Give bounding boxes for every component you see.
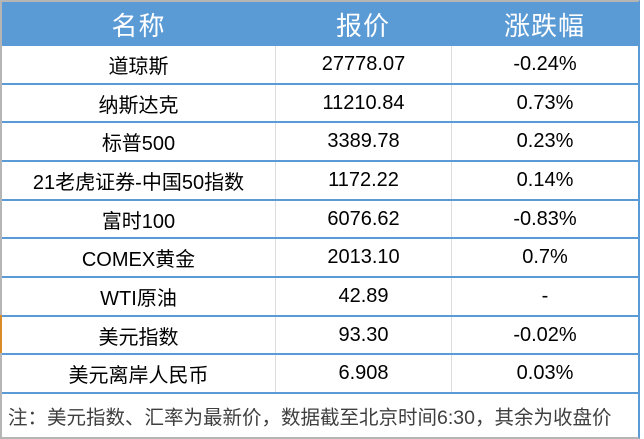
quote-price: 11210.84 [275,84,451,122]
column-header-name: 名称 [111,10,166,41]
column-header-change: 涨跌幅 [503,10,585,41]
table-row: 21老虎证券-中国50指数 1172.22 0.14% [2,162,638,201]
change-percent: 0.23% [451,123,638,161]
instrument-name: 美元指数 [98,326,179,349]
quote-price: 27778.07 [275,46,451,83]
change-percent: -0.24% [451,46,638,83]
quote-price: 6076.62 [275,200,451,238]
instrument-name: 纳斯达克 [98,94,179,117]
instrument-name: 富时100 [101,210,176,233]
quote-price: 93.30 [275,316,451,354]
table-row: WTI原油 42.89 - [2,278,638,317]
instrument-name: COMEX黄金 [81,249,196,272]
change-percent: 0.7% [451,239,638,277]
change-percent: -0.83% [451,200,638,238]
change-percent: -0.02% [451,316,638,354]
instrument-name: 道琼斯 [108,55,169,78]
table-row: COMEX黄金 2013.10 0.7% [2,239,638,279]
quote-price: 3389.78 [275,123,451,161]
table-header-row: 名称 报价 涨跌幅 [2,2,638,46]
change-percent: 0.73% [451,84,638,122]
change-percent: - [451,278,638,315]
quote-price: 6.908 [275,355,451,393]
table-row: 标普500 3389.78 0.23% [2,123,638,163]
instrument-name: 美元离岸人民币 [68,365,209,388]
quote-price: 42.89 [275,278,451,315]
column-header-price: 报价 [335,10,390,41]
instrument-name: 21老虎证券-中国50指数 [32,171,245,194]
change-percent: 0.14% [451,162,638,199]
table-row: 富时100 6076.62 -0.83% [2,200,638,240]
quote-price: 2013.10 [275,239,451,277]
instrument-name: WTI原油 [100,287,177,310]
table-row: 道琼斯 27778.07 -0.24% [2,46,638,85]
instrument-name: 标普500 [101,133,176,156]
footnote: 注：美元指数、汇率为最新价，数据截至北京时间6:30，其余为收盘价 [8,407,612,430]
table-row: 纳斯达克 11210.84 0.73% [2,84,638,124]
table-row: 美元离岸人民币 6.908 0.03% [2,355,638,395]
quote-price: 1172.22 [275,162,451,199]
table-row: 美元指数 93.30 -0.02% [0,314,638,356]
change-percent: 0.03% [451,355,638,393]
